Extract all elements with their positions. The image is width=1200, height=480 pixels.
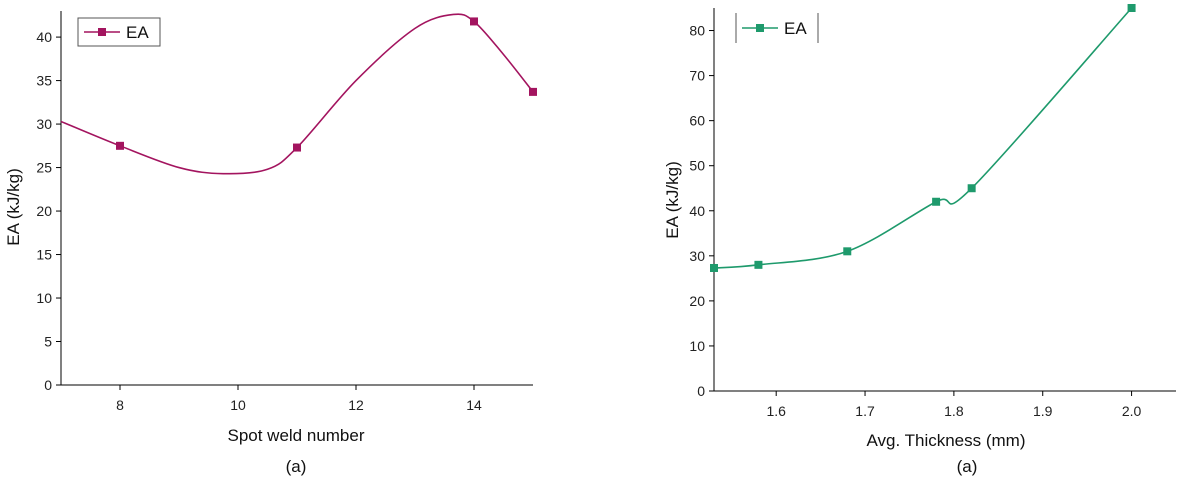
chart2-series-line [713,7,1133,269]
chart1-legend-label: EA [126,23,149,42]
chart1-y-tick-label: 40 [36,29,52,45]
chart2-x-tick-label: 1.9 [1033,403,1053,419]
chart2-caption: (a) [957,457,978,476]
chart1: Spot weld number EA (kJ/kg) (a) [4,168,365,476]
chart2-x-tick-label: 2.0 [1122,403,1142,419]
chart2-y-tick-label: 70 [689,68,705,84]
chart2-data-point [967,184,976,193]
chart1-x-tick-label: 10 [230,397,246,413]
chart1-y-tick-label: 25 [36,160,52,176]
chart2-data-point [754,260,763,269]
chart2-data-point [843,247,852,256]
chart2-x-tick-label: 1.6 [766,403,786,419]
chart1-y-tick-label: 35 [36,73,52,89]
chart2-y-tick-label: 20 [689,293,705,309]
chart1-data-point [470,17,478,26]
chart2-legend-marker [756,24,764,32]
chart2-data-point [932,197,941,206]
chart1-x-tick-label: 14 [466,397,482,413]
chart2-y-tick-label: 30 [689,248,705,264]
chart2-legend-label: EA [784,19,807,38]
chart1-data-point [116,141,124,150]
chart2-y-tick-label: 40 [689,203,705,219]
chart2-data-point [710,263,718,272]
chart2-ylabel: EA (kJ/kg) [663,161,682,238]
chart1-y-tick-label: 15 [36,247,52,263]
chart2-x-tick-label: 1.7 [855,403,875,419]
chart1-caption: (a) [286,457,307,476]
chart1-y-tick-label: 30 [36,116,52,132]
chart1-data-point [529,87,537,96]
chart1-ylabel: EA (kJ/kg) [4,168,23,245]
chart2-data-point [1127,4,1136,12]
chart2-plot-area: 0 10 20 30 40 50 60 70 80 1.6 1.7 1.8 1.9 2.0 EA [689,4,1176,419]
chart2-y-tick-label: 50 [689,158,705,174]
chart1-y-tick-label: 5 [44,334,52,350]
chart1-y-tick-label: 0 [44,377,52,393]
chart2: Avg. Thickness (mm) EA (kJ/kg) (a) [663,161,1026,476]
chart2-x-tick-label: 1.8 [944,403,964,419]
chart1-y-tick-label: 10 [36,290,52,306]
chart1-xlabel: Spot weld number [227,426,364,445]
chart2-y-tick-label: 0 [697,383,705,399]
chart2-y-tick-label: 80 [689,23,705,39]
chart2-y-tick-label: 60 [689,113,705,129]
chart1-data-point [293,143,301,152]
chart2-y-tick-label: 10 [689,338,705,354]
chart1-y-tick-label: 20 [36,203,52,219]
chart1-legend-marker [98,28,106,36]
chart1-x-tick-label: 12 [348,397,364,413]
chart2-xlabel: Avg. Thickness (mm) [866,431,1025,450]
chart1-x-tick-label: 8 [116,397,124,413]
chart1-plot-area: 0 5 10 15 20 25 30 35 40 8 10 12 14 EA [36,11,537,413]
